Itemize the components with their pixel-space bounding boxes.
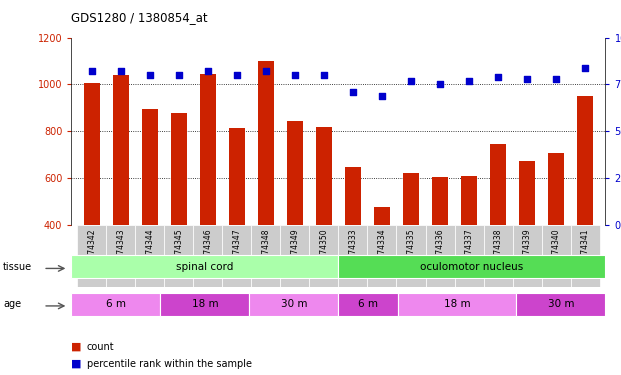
Text: GSM74345: GSM74345: [175, 228, 183, 270]
Bar: [517, 292, 605, 316]
Point: [145, 72, 155, 78]
Bar: [396, 225, 425, 287]
Text: GSM74348: GSM74348: [261, 228, 270, 270]
Bar: [461, 176, 477, 225]
Text: GSM74334: GSM74334: [378, 228, 386, 270]
Text: 18 m: 18 m: [444, 299, 471, 309]
Bar: [281, 225, 309, 287]
Bar: [106, 225, 135, 287]
Point: [348, 89, 358, 95]
Point: [435, 81, 445, 87]
Text: 6 m: 6 m: [358, 299, 378, 309]
Point: [290, 72, 300, 78]
Bar: [165, 225, 193, 287]
Bar: [193, 225, 222, 287]
Bar: [142, 110, 158, 225]
Text: GSM74339: GSM74339: [523, 228, 532, 270]
Point: [174, 72, 184, 78]
Text: 6 m: 6 m: [106, 299, 126, 309]
Bar: [229, 129, 245, 225]
Bar: [398, 292, 517, 316]
Bar: [425, 225, 455, 287]
Bar: [368, 225, 396, 287]
Bar: [374, 207, 390, 225]
Bar: [345, 167, 361, 225]
Bar: [512, 225, 542, 287]
Bar: [71, 255, 338, 278]
Point: [464, 78, 474, 84]
Bar: [84, 83, 100, 225]
Bar: [113, 75, 129, 225]
Bar: [519, 161, 535, 225]
Point: [522, 76, 532, 82]
Bar: [200, 74, 216, 225]
Bar: [455, 225, 484, 287]
Text: GSM74349: GSM74349: [291, 228, 299, 270]
Bar: [548, 153, 564, 225]
Text: GSM74338: GSM74338: [494, 228, 502, 270]
Bar: [222, 225, 252, 287]
Text: 30 m: 30 m: [281, 299, 307, 309]
Point: [580, 64, 590, 70]
Bar: [160, 292, 250, 316]
Text: GSM74344: GSM74344: [145, 228, 154, 270]
Text: percentile rank within the sample: percentile rank within the sample: [87, 359, 252, 369]
Bar: [338, 255, 605, 278]
Text: 18 m: 18 m: [192, 299, 218, 309]
Text: ■: ■: [71, 342, 82, 352]
Bar: [571, 225, 600, 287]
Text: GSM74336: GSM74336: [435, 228, 445, 270]
Text: spinal cord: spinal cord: [176, 262, 233, 272]
Bar: [171, 113, 187, 225]
Text: oculomotor nucleus: oculomotor nucleus: [420, 262, 524, 272]
Point: [203, 68, 213, 74]
Text: GSM74333: GSM74333: [348, 228, 358, 270]
Text: GSM74341: GSM74341: [581, 228, 590, 270]
Text: GSM74335: GSM74335: [407, 228, 415, 270]
Bar: [577, 96, 593, 225]
Text: GSM74343: GSM74343: [116, 228, 125, 270]
Point: [406, 78, 416, 84]
Text: GSM74337: GSM74337: [465, 228, 474, 270]
Text: GSM74342: GSM74342: [87, 228, 96, 270]
Point: [551, 76, 561, 82]
Bar: [403, 173, 419, 225]
Bar: [484, 225, 512, 287]
Text: age: age: [3, 299, 21, 309]
Text: GSM74346: GSM74346: [203, 228, 212, 270]
Text: GSM74350: GSM74350: [319, 228, 329, 270]
Bar: [542, 225, 571, 287]
Bar: [135, 225, 165, 287]
Point: [377, 93, 387, 99]
Bar: [309, 225, 338, 287]
Point: [87, 68, 97, 74]
Text: GSM74340: GSM74340: [551, 228, 561, 270]
Text: GSM74347: GSM74347: [232, 228, 242, 270]
Text: tissue: tissue: [3, 262, 32, 272]
Text: GDS1280 / 1380854_at: GDS1280 / 1380854_at: [71, 11, 208, 24]
Text: count: count: [87, 342, 114, 352]
Bar: [250, 292, 338, 316]
Bar: [490, 144, 506, 225]
Point: [116, 68, 125, 74]
Bar: [252, 225, 281, 287]
Point: [232, 72, 242, 78]
Bar: [77, 225, 106, 287]
Text: ■: ■: [71, 359, 82, 369]
Bar: [71, 292, 160, 316]
Bar: [432, 177, 448, 225]
Bar: [316, 127, 332, 225]
Point: [261, 68, 271, 74]
Point: [319, 72, 329, 78]
Bar: [287, 121, 303, 225]
Bar: [338, 292, 398, 316]
Text: 30 m: 30 m: [548, 299, 574, 309]
Bar: [338, 225, 368, 287]
Bar: [258, 61, 274, 225]
Point: [493, 74, 503, 80]
